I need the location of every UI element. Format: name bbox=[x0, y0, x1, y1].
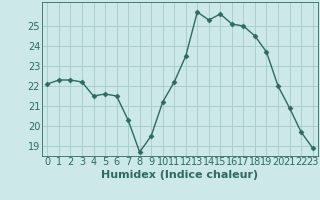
X-axis label: Humidex (Indice chaleur): Humidex (Indice chaleur) bbox=[101, 170, 259, 180]
